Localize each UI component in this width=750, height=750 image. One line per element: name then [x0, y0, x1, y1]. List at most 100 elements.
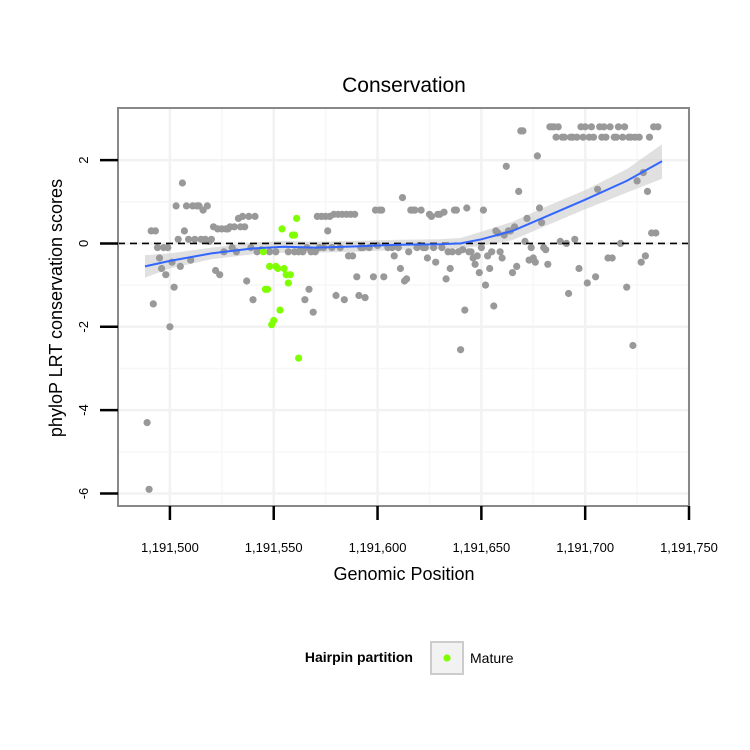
x-tick-label: 1,191,700	[556, 540, 614, 555]
data-point	[403, 275, 411, 283]
chart-title: Conservation	[342, 74, 466, 97]
data-point	[477, 244, 485, 252]
data-point	[355, 291, 363, 300]
mature-data-point	[263, 285, 272, 293]
mature-data-point	[270, 316, 278, 325]
data-point	[361, 294, 369, 302]
data-point	[332, 291, 340, 300]
data-point	[340, 296, 348, 304]
data-point	[531, 258, 539, 266]
data-point	[249, 296, 257, 304]
data-point	[583, 279, 591, 287]
data-point	[538, 219, 546, 227]
data-point	[180, 227, 188, 235]
data-point	[502, 162, 510, 170]
data-point	[301, 296, 309, 304]
data-point	[191, 235, 199, 243]
data-point	[243, 277, 251, 285]
data-point	[600, 123, 608, 131]
data-point	[143, 419, 151, 427]
data-point	[496, 248, 504, 256]
data-point	[513, 262, 521, 270]
data-point	[498, 254, 506, 262]
data-point	[629, 341, 637, 350]
data-point	[616, 239, 625, 247]
data-point	[207, 235, 215, 243]
data-point	[619, 133, 627, 141]
data-point	[230, 223, 238, 231]
data-point	[396, 264, 404, 273]
mature-data-point	[290, 231, 299, 239]
data-point	[479, 206, 487, 214]
legend: Hairpin partition Mature	[305, 641, 514, 675]
data-point	[162, 271, 170, 279]
data-point	[149, 300, 157, 308]
data-point	[508, 269, 517, 277]
data-point	[349, 252, 357, 260]
data-point	[305, 285, 313, 293]
data-point	[579, 133, 587, 141]
data-point	[463, 204, 471, 212]
data-point	[394, 244, 402, 252]
plot-panel	[118, 108, 691, 506]
data-point	[552, 133, 560, 141]
data-point	[151, 227, 159, 235]
data-point	[592, 273, 600, 281]
data-point	[164, 244, 172, 252]
data-point	[145, 485, 153, 493]
data-point	[571, 235, 579, 243]
data-point	[174, 235, 182, 243]
data-point	[430, 244, 438, 252]
data-point	[606, 123, 614, 131]
mature-data-point	[295, 354, 303, 362]
data-point	[471, 260, 479, 268]
data-point	[448, 248, 456, 256]
data-point	[446, 264, 454, 273]
data-point	[155, 254, 164, 262]
data-point	[535, 204, 544, 212]
data-point	[565, 289, 573, 298]
data-point	[533, 152, 542, 160]
data-point	[440, 208, 448, 216]
data-point	[185, 235, 193, 243]
data-point	[427, 212, 436, 220]
data-point	[324, 227, 332, 235]
data-point	[467, 248, 475, 256]
x-tick-label: 1,191,650	[452, 540, 510, 555]
mature-points-layer	[259, 214, 303, 362]
data-point	[380, 273, 388, 281]
mature-data-point	[278, 225, 286, 233]
x-tick-label: 1,191,750	[660, 540, 718, 555]
data-point	[633, 177, 641, 185]
data-point	[284, 248, 292, 256]
data-point	[369, 273, 377, 281]
data-point	[652, 229, 660, 237]
data-point	[351, 210, 359, 218]
data-point	[266, 248, 274, 256]
x-axis-label: Genomic Position	[333, 564, 474, 584]
data-point	[544, 260, 552, 268]
data-point	[378, 206, 386, 214]
data-point	[438, 244, 446, 252]
smooth-line-layer	[118, 160, 689, 268]
data-point	[488, 248, 496, 256]
data-point	[166, 323, 174, 331]
y-tick-label: 2	[76, 156, 91, 163]
data-point	[216, 271, 224, 279]
x-tick-label: 1,191,550	[245, 540, 303, 555]
mature-data-point	[259, 248, 267, 256]
data-point	[421, 244, 429, 252]
mature-data-point	[284, 279, 292, 287]
data-point	[641, 252, 650, 260]
data-point	[153, 244, 162, 252]
mature-data-point	[266, 262, 274, 270]
data-point	[486, 264, 494, 273]
data-point	[182, 202, 191, 210]
panel-background	[118, 108, 689, 506]
y-tick-label: 0	[76, 240, 91, 247]
data-point	[581, 123, 589, 131]
axes-layer: 1,191,500 1,191,550 1,191,600 1,191,650 1,19…	[76, 107, 718, 555]
data-point	[645, 133, 654, 141]
data-point	[575, 264, 583, 273]
data-point	[612, 133, 620, 141]
